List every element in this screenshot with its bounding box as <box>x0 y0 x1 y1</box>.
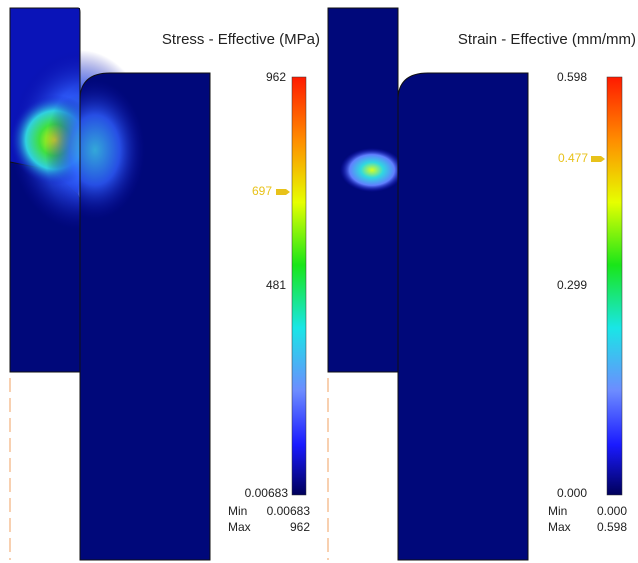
max-label: Max <box>548 520 571 534</box>
legend-top: 962 <box>266 70 286 84</box>
die-halo <box>45 80 145 220</box>
die <box>398 73 528 560</box>
legend-top: 0.598 <box>557 70 587 84</box>
max-label: Max <box>228 520 251 534</box>
legend-bottom: 0.000 <box>557 486 587 500</box>
screenshot: Stress - Effective (MPa) 962 697 481 0.0… <box>0 0 638 563</box>
legend-marker: 0.477 <box>558 151 588 165</box>
legend-bottom: 0.00683 <box>245 486 289 500</box>
max-value: 0.598 <box>597 520 627 534</box>
title: Strain - Effective (mm/mm) <box>458 31 636 48</box>
min-label: Min <box>548 504 567 518</box>
colorbar <box>607 77 622 495</box>
min-label: Min <box>228 504 247 518</box>
min-value: 0.000 <box>597 504 627 518</box>
max-value: 962 <box>290 520 310 534</box>
title: Stress - Effective (MPa) <box>162 31 320 48</box>
strain-hotspot <box>340 148 404 192</box>
colorbar-marker <box>276 189 290 195</box>
colorbar-marker <box>591 156 605 162</box>
canvas: Stress - Effective (MPa) 962 697 481 0.0… <box>0 0 638 563</box>
legend-middle: 481 <box>266 278 286 292</box>
legend-marker: 697 <box>252 184 272 198</box>
stress-panel <box>10 8 306 560</box>
legend-middle: 0.299 <box>557 278 587 292</box>
min-value: 0.00683 <box>267 504 311 518</box>
colorbar <box>292 77 306 495</box>
